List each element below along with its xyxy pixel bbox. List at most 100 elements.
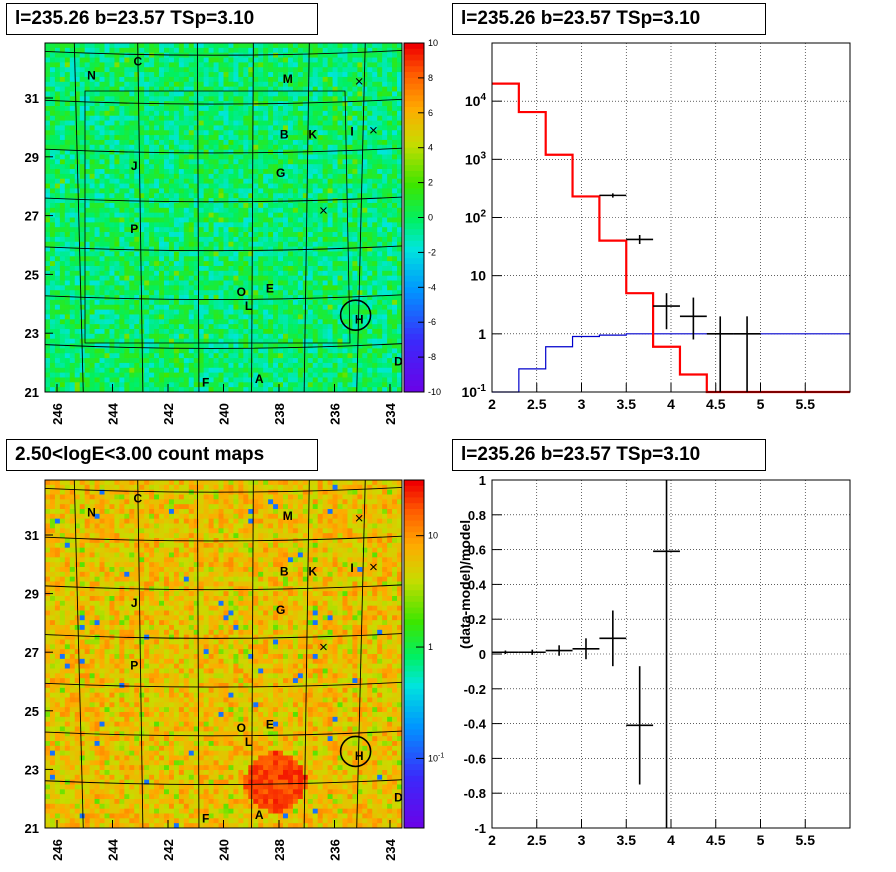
map-pixel [213, 314, 219, 320]
map-pixel [342, 154, 348, 160]
map-pixel [59, 314, 66, 320]
map-pixel [362, 261, 368, 267]
map-pixel [332, 207, 338, 214]
map-pixel [94, 299, 100, 306]
map-pixel [253, 377, 259, 383]
map-pixel [183, 328, 190, 335]
map-pixel [268, 207, 274, 214]
map-pixel [45, 333, 51, 340]
map-pixel [159, 265, 165, 272]
map-pixel [382, 207, 388, 214]
map-pixel [263, 290, 269, 296]
map-pixel [154, 188, 160, 194]
map-pixel [64, 304, 71, 310]
map-pixel [337, 183, 343, 189]
map-pixel [74, 188, 81, 194]
map-pixel [248, 251, 254, 257]
map-pixel [347, 149, 353, 155]
map-pixel [253, 135, 259, 141]
map-pixel [129, 144, 135, 151]
map-pixel [59, 372, 66, 378]
map-pixel [332, 193, 338, 199]
map-pixel [357, 76, 363, 83]
map-pixel [74, 86, 81, 92]
map-pixel [188, 173, 195, 180]
map-pixel [183, 125, 190, 131]
map-pixel [64, 207, 71, 214]
map-pixel [193, 280, 200, 286]
map-pixel [337, 232, 343, 238]
map-pixel [74, 91, 81, 97]
map-pixel [79, 290, 86, 296]
map-pixel [74, 362, 81, 369]
map-pixel [362, 299, 368, 306]
map-pixel [287, 372, 294, 378]
map-pixel [327, 285, 333, 291]
map-pixel [367, 144, 373, 151]
map-pixel [278, 295, 284, 301]
map-pixel [387, 43, 393, 49]
map-pixel [377, 222, 383, 228]
map-pixel [64, 91, 71, 97]
map-pixel [193, 62, 200, 68]
map-pixel [218, 270, 224, 277]
map-pixel [203, 72, 210, 78]
map-pixel [278, 139, 284, 146]
map-pixel [302, 183, 309, 189]
map-pixel [268, 265, 274, 272]
map-pixel [99, 358, 105, 364]
map-pixel [367, 193, 373, 199]
map-pixel [317, 130, 324, 136]
map-pixel [377, 72, 383, 78]
map-pixel [307, 232, 314, 238]
map-pixel [233, 280, 239, 286]
map-pixel [129, 72, 135, 78]
map-pixel [273, 222, 279, 228]
map-pixel [273, 251, 279, 257]
map-pixel [263, 81, 269, 88]
map-pixel [188, 362, 195, 369]
map-pixel [312, 328, 319, 335]
map-pixel [268, 76, 274, 83]
map-pixel [367, 188, 373, 194]
map-pixel [273, 125, 279, 131]
map-pixel [124, 62, 130, 68]
map-pixel [283, 96, 289, 102]
map-pixel [149, 47, 155, 54]
map-pixel [367, 72, 373, 78]
map-pixel [382, 110, 388, 117]
map-pixel [357, 382, 363, 388]
map-pixel [99, 212, 105, 218]
map-pixel [258, 202, 264, 209]
map-pixel [134, 135, 140, 141]
map-pixel [223, 115, 229, 121]
map-pixel [208, 222, 214, 228]
map-pixel [372, 232, 378, 238]
map-pixel [322, 67, 329, 73]
map-pixel [129, 101, 135, 107]
map-pixel [263, 275, 269, 281]
map-pixel [382, 236, 388, 243]
map-pixel [258, 261, 264, 267]
map-pixel [273, 115, 279, 121]
map-pixel [114, 358, 120, 364]
map-pixel [352, 261, 358, 267]
map-pixel [357, 348, 363, 354]
map-pixel [322, 81, 329, 88]
map-pixel [292, 125, 299, 131]
map-pixel [283, 241, 289, 247]
map-pixel [49, 110, 56, 117]
map-pixel [223, 154, 229, 160]
map-pixel [94, 169, 100, 175]
map-pixel [248, 202, 254, 209]
map-pixel [292, 343, 299, 349]
map-pixel [164, 324, 170, 330]
map-pixel [198, 173, 205, 180]
map-pixel [129, 91, 135, 97]
map-pixel [84, 275, 91, 281]
map-pixel [49, 106, 56, 112]
map-pixel [342, 285, 348, 291]
map-pixel [268, 72, 274, 78]
map-pixel [59, 324, 66, 330]
map-pixel [218, 125, 224, 131]
